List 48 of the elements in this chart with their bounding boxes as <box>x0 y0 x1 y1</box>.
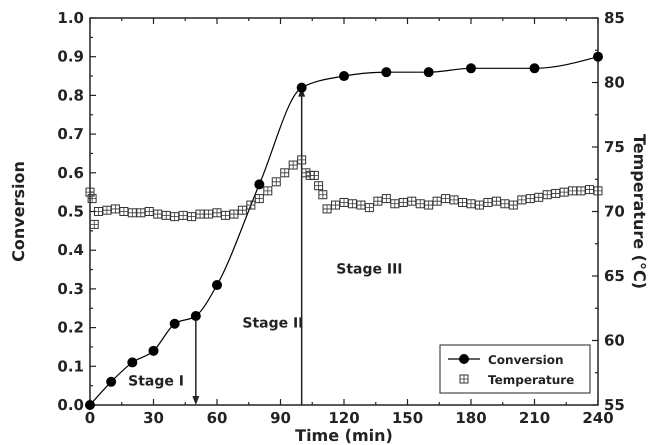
y2-tick-label: 70 <box>604 202 625 220</box>
y2-tick-label: 85 <box>604 9 625 27</box>
point <box>170 318 180 329</box>
y2-tick-label: 80 <box>604 74 625 92</box>
x-tick-label: 60 <box>206 409 228 427</box>
point <box>593 52 603 62</box>
x-tick-label: 180 <box>455 409 487 427</box>
y2-tick-label: 60 <box>604 332 625 350</box>
x-tick-label: 90 <box>270 409 291 427</box>
x-tick-label: 0 <box>84 409 96 427</box>
x-axis-title: Time (min) <box>295 426 393 445</box>
y-tick-label: 0.7 <box>57 125 84 144</box>
y-tick-label: 0.1 <box>57 357 84 376</box>
y2-axis-title: Temperature (°C) <box>630 134 648 290</box>
y-tick-label: 0.0 <box>57 396 84 414</box>
y-axis-title: Conversion <box>9 161 28 262</box>
x-tick-label: 120 <box>328 409 360 427</box>
legend-label: Temperature <box>488 373 574 387</box>
y-tick-label: 1.0 <box>57 9 84 27</box>
point <box>466 63 476 74</box>
x-tick-label: 30 <box>143 409 164 427</box>
point <box>530 63 540 74</box>
y-tick-label: 0.2 <box>57 318 84 337</box>
point <box>212 280 222 290</box>
y-tick-label: 0.4 <box>57 241 84 260</box>
y-tick-label: 0.6 <box>57 164 84 182</box>
y-tick-label: 0.3 <box>57 280 84 298</box>
point <box>381 67 392 78</box>
point <box>127 357 138 368</box>
y-tick-label: 0.5 <box>57 202 84 220</box>
y-tick-label: 0.8 <box>57 86 84 104</box>
point <box>424 67 434 78</box>
x-tick-label: 210 <box>518 409 550 427</box>
point <box>106 376 116 387</box>
y2-tick-label: 65 <box>604 267 625 285</box>
y2-tick-label: 75 <box>604 138 625 156</box>
point <box>190 310 201 321</box>
point <box>296 82 307 93</box>
annotation: Stage I <box>128 374 184 390</box>
point <box>339 71 349 82</box>
y-tick-label: 0.9 <box>57 48 84 66</box>
legend-label: Conversion <box>488 353 564 367</box>
x-tick-label: 150 <box>392 409 424 427</box>
point <box>148 346 158 356</box>
annotation: Stage III <box>336 261 403 278</box>
point <box>254 179 264 190</box>
point <box>85 400 95 410</box>
x-tick-label: 240 <box>582 409 614 427</box>
